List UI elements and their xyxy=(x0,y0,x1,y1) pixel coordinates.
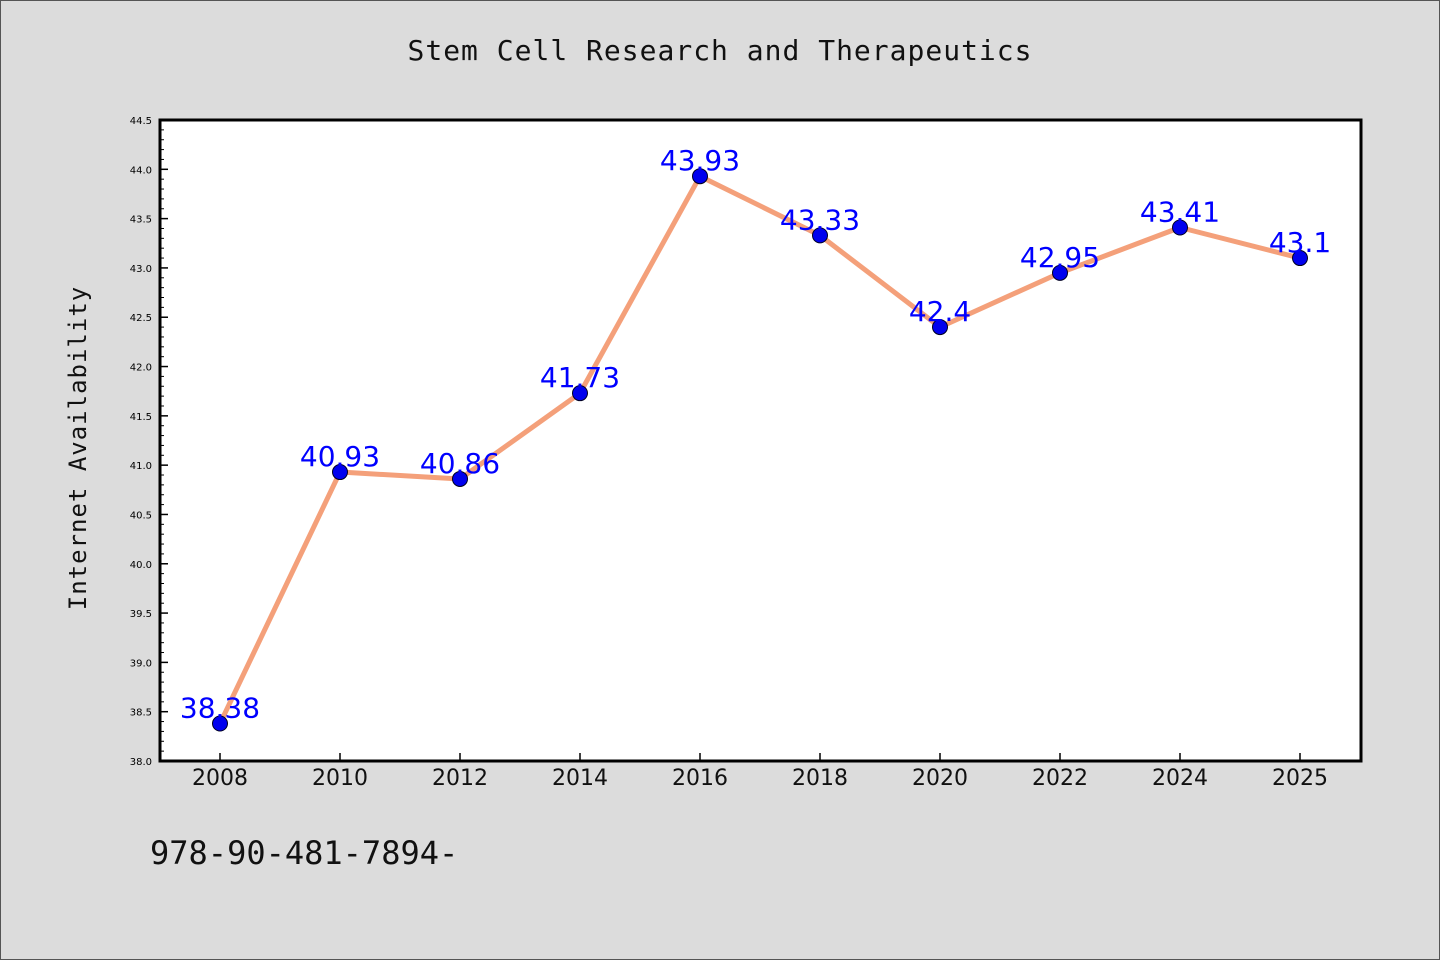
data-label: 43.93 xyxy=(660,144,740,177)
x-tick-label: 2022 xyxy=(1032,766,1088,791)
x-tick-label: 2012 xyxy=(432,766,488,791)
data-point xyxy=(212,715,228,732)
y-axis: 38.0 38.5 39.0 39.5 40.0 40.5 41.0 41.5 42.0 42.5… xyxy=(130,116,168,768)
data-point xyxy=(692,168,708,185)
y-tick-label: 38.5 xyxy=(130,708,152,719)
data-point xyxy=(572,385,588,402)
footer-code: 978-90-481-7894- xyxy=(150,834,459,872)
x-tick-label: 2016 xyxy=(672,766,728,791)
x-tick-label: 2025 xyxy=(1272,766,1328,791)
data-labels: 38.38 40.93 40.86 41.73 43.93 43.33 42.4 42.95 4… xyxy=(180,144,1331,724)
y-tick-label: 43.5 xyxy=(130,215,152,226)
data-label: 43.41 xyxy=(1140,195,1220,228)
y-tick-label: 42.0 xyxy=(130,363,152,374)
x-tick-label: 2014 xyxy=(552,766,608,791)
data-label: 38.38 xyxy=(180,692,260,725)
series-line xyxy=(217,173,1301,725)
data-label: 41.73 xyxy=(540,361,620,394)
data-point xyxy=(812,227,828,244)
y-tick-label: 38.0 xyxy=(130,757,152,768)
data-point xyxy=(452,470,468,487)
x-tick-label: 2020 xyxy=(912,766,968,791)
y-axis-label: Internet Availability xyxy=(64,286,92,610)
data-point xyxy=(1052,264,1068,281)
y-tick-label: 42.5 xyxy=(130,313,152,324)
data-label: 40.93 xyxy=(300,440,380,473)
plot-area xyxy=(158,118,1363,763)
data-point xyxy=(1172,219,1188,236)
data-points xyxy=(212,168,1308,732)
y-tick-label: 41.5 xyxy=(130,412,152,423)
data-label: 40.86 xyxy=(420,447,500,480)
data-point xyxy=(1292,250,1308,267)
y-tick-label: 44.5 xyxy=(130,116,152,127)
x-tick-label: 2024 xyxy=(1152,766,1208,791)
data-label: 43.33 xyxy=(780,203,860,236)
y-tick-label: 39.0 xyxy=(130,658,152,669)
data-label: 42.95 xyxy=(1020,241,1100,274)
y-tick-label: 44.0 xyxy=(130,165,152,176)
data-label: 42.4 xyxy=(909,295,971,328)
y-tick-label: 40.0 xyxy=(130,560,152,571)
x-tick-label: 2008 xyxy=(192,766,248,791)
data-point xyxy=(332,464,348,481)
y-tick-label: 40.5 xyxy=(130,510,152,521)
data-point xyxy=(932,319,948,336)
x-axis: 2008 2010 2012 2014 2016 2018 2020 2022 2024 2025 xyxy=(192,753,1328,791)
chart-title: Stem Cell Research and Therapeutics xyxy=(407,34,1033,67)
y-tick-label: 39.5 xyxy=(130,609,152,620)
y-tick-label: 41.0 xyxy=(130,461,152,472)
x-tick-label: 2010 xyxy=(312,766,368,791)
x-tick-label: 2018 xyxy=(792,766,848,791)
data-label: 43.1 xyxy=(1269,226,1331,259)
y-tick-label: 43.0 xyxy=(130,264,152,275)
